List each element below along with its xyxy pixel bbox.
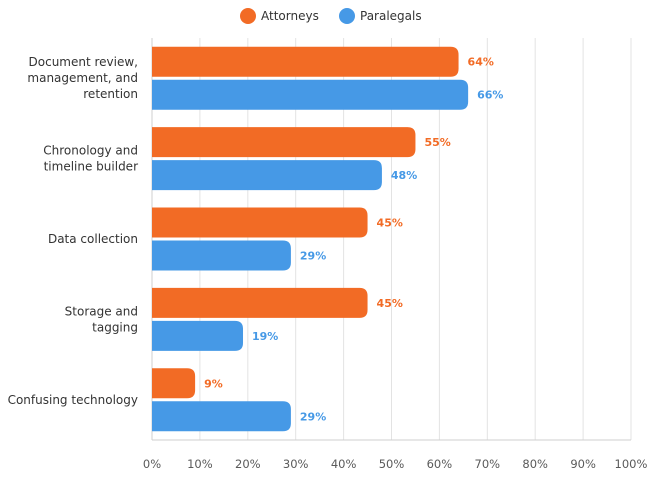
bar-attorneys[interactable] [152,368,196,399]
bar-paralegals[interactable] [152,401,291,432]
category-label: Chronology and timeline builder [43,144,138,174]
x-tick-label: 70% [475,457,501,471]
legend-label[interactable]: Attorneys [261,9,319,23]
data-label: 29% [300,410,326,423]
data-label: 66% [477,89,503,102]
data-label: 19% [252,330,278,343]
legend-label[interactable]: Paralegals [360,9,422,23]
bar-attorneys[interactable] [152,46,459,77]
bar-paralegals[interactable] [152,79,469,110]
category-label: Data collection [48,232,138,246]
x-tick-label: 90% [570,457,596,471]
legend-marker-paralegals[interactable] [339,8,355,24]
data-label: 48% [391,169,417,182]
bar-attorneys[interactable] [152,287,368,318]
bar-paralegals[interactable] [152,320,244,351]
x-tick-label: 40% [331,457,357,471]
data-label: 55% [424,136,450,149]
x-tick-label: 50% [379,457,405,471]
x-tick-label: 20% [235,457,261,471]
category-label: Document review, management, and retention [27,55,138,101]
data-label: 45% [377,217,403,230]
x-tick-label: 10% [187,457,213,471]
category-label: Storage and tagging [65,304,138,334]
bar-attorneys[interactable] [152,207,368,238]
data-label: 9% [204,377,223,390]
x-tick-label: 30% [283,457,309,471]
x-tick-label: 0% [143,457,161,471]
bar-paralegals[interactable] [152,240,291,271]
x-tick-label: 60% [427,457,453,471]
x-tick-label: 80% [522,457,548,471]
legend-marker-attorneys[interactable] [240,8,256,24]
x-tick-label: 100% [615,457,648,471]
data-label: 64% [468,56,494,69]
data-label: 29% [300,250,326,263]
data-label: 45% [377,297,403,310]
category-label: Confusing technology [8,393,138,407]
bar-attorneys[interactable] [152,127,416,158]
bar-paralegals[interactable] [152,160,382,191]
